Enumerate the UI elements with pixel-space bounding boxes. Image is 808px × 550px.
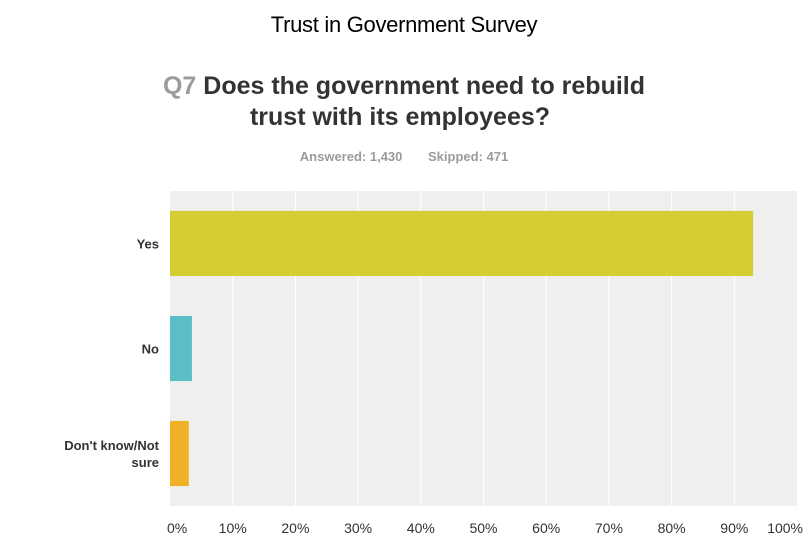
skipped-count: Skipped: 471 <box>428 149 509 164</box>
category-label: sure <box>132 455 159 470</box>
x-tick-label: 70% <box>595 520 623 536</box>
bar <box>170 210 754 277</box>
x-tick-label: 30% <box>344 520 372 536</box>
x-tick-label: 20% <box>281 520 309 536</box>
question-title: Q7 Does the government need to rebuild t… <box>0 71 808 133</box>
survey-title: Trust in Government Survey <box>270 12 538 37</box>
category-label: No <box>142 342 159 357</box>
x-tick-label: 10% <box>219 520 247 536</box>
question-text-line2: trust with its employees? <box>249 103 551 131</box>
category-label: Yes <box>137 237 159 252</box>
bars <box>170 210 754 487</box>
x-tick-label: 80% <box>658 520 686 536</box>
category-label: Don't know/Not <box>64 438 159 453</box>
x-axis-ticks: 0% 10% 20% 30% 40% 50% 60% 70% 80% 90% 100% <box>167 520 803 536</box>
answered-count: Answered: 1,430 <box>299 149 403 164</box>
question-number: Q7 <box>162 72 197 100</box>
x-tick-label: 100% <box>767 520 803 536</box>
response-counts: Answered: 1,430 Skipped: 471 <box>0 149 808 164</box>
bar <box>170 420 189 487</box>
bar <box>170 315 192 382</box>
x-tick-label: 60% <box>532 520 560 536</box>
question-text-line1: Does the government need to rebuild <box>203 72 646 100</box>
x-tick-label: 0% <box>167 520 187 536</box>
category-labels: Yes No Don't know/Not sure <box>64 237 159 471</box>
x-tick-label: 40% <box>407 520 435 536</box>
x-tick-label: 50% <box>469 520 497 536</box>
x-tick-label: 90% <box>720 520 748 536</box>
